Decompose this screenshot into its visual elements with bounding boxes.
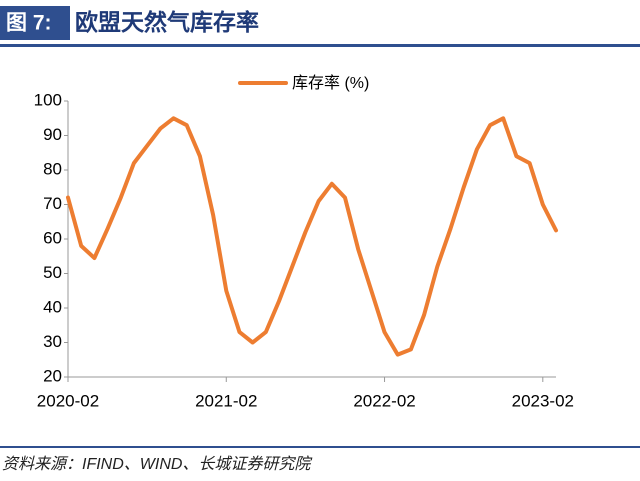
x-tick-label: 2021-02 — [195, 391, 257, 410]
label-box — [0, 6, 70, 40]
source: 资料来源：IFIND、WIND、长城证券研究院 — [2, 455, 313, 473]
y-tick-label: 30 — [43, 332, 62, 351]
chart-title: 欧盟天然气库存率 — [75, 9, 259, 35]
legend-label: 库存率 (%) — [292, 74, 369, 92]
y-tick-label: 60 — [43, 228, 62, 247]
y-tick-label: 70 — [43, 194, 62, 213]
y-tick-label: 100 — [34, 90, 62, 109]
figure-label: 图 7: — [6, 12, 52, 35]
x-tick-label: 2023-02 — [512, 391, 574, 410]
y-tick-label: 90 — [43, 125, 62, 144]
x-tick-label: 2020-02 — [37, 391, 99, 410]
x-tick-label: 2022-02 — [353, 391, 415, 410]
header-rule — [0, 44, 640, 47]
y-tick-label: 40 — [43, 297, 62, 316]
y-tick-label: 50 — [43, 263, 62, 282]
y-tick-label: 80 — [43, 159, 62, 178]
y-tick-label: 20 — [43, 366, 62, 385]
data-line — [66, 116, 558, 357]
footer-rule — [0, 446, 640, 448]
